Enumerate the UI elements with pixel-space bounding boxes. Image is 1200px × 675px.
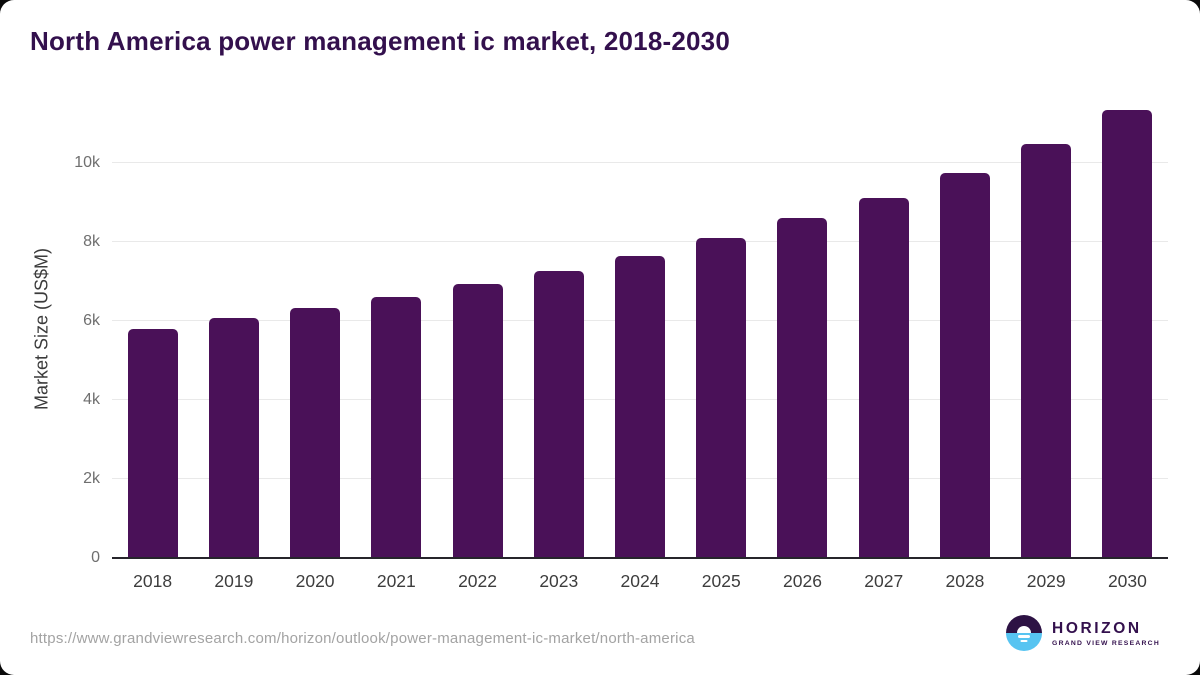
y-tick-4k: 4k	[83, 391, 100, 409]
bar-slot-2029	[1006, 100, 1087, 558]
x-label-2028: 2028	[945, 571, 985, 591]
bar-2030[interactable]	[1102, 110, 1153, 558]
bar-slot-2030	[1087, 100, 1168, 558]
bar-2028[interactable]	[939, 172, 990, 558]
chart-title: North America power management ic market…	[30, 26, 730, 56]
bar-slot-2027	[843, 100, 924, 558]
gridline-8k	[112, 241, 1168, 243]
y-tick-6k: 6k	[83, 312, 100, 330]
bar-slot-2023	[518, 100, 599, 558]
bar-2022[interactable]	[452, 284, 503, 558]
bar-slot-2019	[193, 100, 274, 558]
x-label-2020: 2020	[295, 571, 335, 591]
bar-slot-2028	[924, 100, 1005, 558]
bar-2024[interactable]	[615, 255, 666, 558]
x-label-2018: 2018	[133, 571, 173, 591]
x-axis-labels: 2018 2019 2020 2021 2022 2023 2024 2025 2026 2027…	[112, 570, 1168, 592]
y-tick-10k: 10k	[74, 154, 100, 172]
horizon-sunset-icon	[1006, 615, 1043, 651]
bar-slot-2025	[681, 100, 762, 558]
x-label-2026: 2026	[783, 571, 822, 591]
horizon-logo-subtitle: GRAND VIEW RESEARCH	[1052, 639, 1160, 647]
x-label-2030: 2030	[1107, 571, 1147, 591]
sun-reflection-stripe-icon	[1020, 640, 1028, 643]
horizon-logo-wordmark: HORIZON	[1052, 619, 1142, 637]
bar-slot-2021	[356, 100, 437, 558]
x-label-2019: 2019	[214, 571, 254, 591]
bar-2023[interactable]	[533, 270, 584, 558]
x-label-2027: 2027	[864, 571, 904, 591]
x-label-2021: 2021	[376, 571, 416, 591]
x-label-2022: 2022	[458, 571, 498, 591]
bar-series	[112, 100, 1168, 558]
bar-2026[interactable]	[777, 218, 828, 558]
x-label-2029: 2029	[1026, 571, 1066, 591]
x-label-2025: 2025	[701, 571, 741, 591]
y-tick-0: 0	[91, 549, 100, 566]
plot-area: 0 2k 4k 6k 8k 10k	[74, 100, 1168, 566]
sun-dome-icon	[1017, 626, 1032, 633]
gridline-10k	[112, 162, 1168, 164]
y-tick-8k: 8k	[83, 233, 100, 251]
x-label-2024: 2024	[620, 571, 660, 591]
x-label-2023: 2023	[539, 571, 579, 591]
x-axis-line	[112, 557, 1168, 559]
horizon-logo-text: HORIZON GRAND VIEW RESEARCH	[1052, 620, 1160, 647]
bar-2021[interactable]	[371, 296, 422, 558]
y-tick-2k: 2k	[83, 470, 100, 488]
sun-reflection-stripe-icon	[1018, 635, 1031, 638]
bar-slot-2024	[599, 100, 680, 558]
bar-2025[interactable]	[696, 238, 747, 558]
bar-slot-2018	[112, 100, 193, 558]
bar-2020[interactable]	[290, 307, 341, 558]
bar-slot-2022	[437, 100, 518, 558]
bar-2019[interactable]	[208, 317, 259, 558]
bar-2027[interactable]	[858, 198, 909, 558]
bar-2018[interactable]	[127, 328, 178, 558]
bar-2029[interactable]	[1021, 144, 1072, 558]
source-url: https://www.grandviewresearch.com/horizo…	[30, 630, 695, 647]
horizon-logo: HORIZON GRAND VIEW RESEARCH	[1006, 615, 1160, 651]
bar-slot-2020	[274, 100, 355, 558]
bar-slot-2026	[762, 100, 843, 558]
